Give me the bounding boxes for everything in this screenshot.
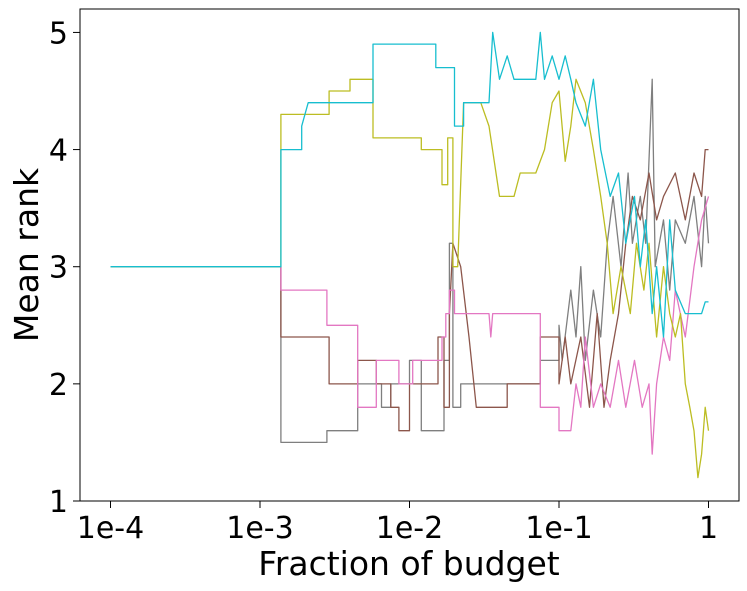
series-line-brown — [110, 148, 709, 432]
x-axis-label: Fraction of budget — [258, 544, 560, 583]
y-tick-label: 5 — [49, 16, 68, 51]
x-tick-label: 1e-1 — [525, 511, 592, 546]
x-tick-label: 1 — [699, 511, 718, 546]
series-line-olive — [110, 78, 710, 479]
series-layer — [110, 31, 710, 479]
y-tick-label: 1 — [49, 485, 68, 520]
ticks-layer: 1e-4 1e-3 1e-2 1e-1 1 1 2 3 4 5 — [49, 16, 718, 546]
y-tick-label: 2 — [49, 368, 68, 403]
x-tick-label: 1e-2 — [376, 511, 443, 546]
series-line-pink — [110, 196, 710, 455]
x-tick-label: 1e-4 — [77, 511, 144, 546]
y-tick-label: 3 — [49, 251, 68, 286]
x-tick-label: 1e-3 — [226, 511, 293, 546]
y-axis-label: Mean rank — [7, 167, 46, 342]
y-tick-label: 4 — [49, 134, 68, 169]
series-line-cyan — [110, 31, 709, 338]
